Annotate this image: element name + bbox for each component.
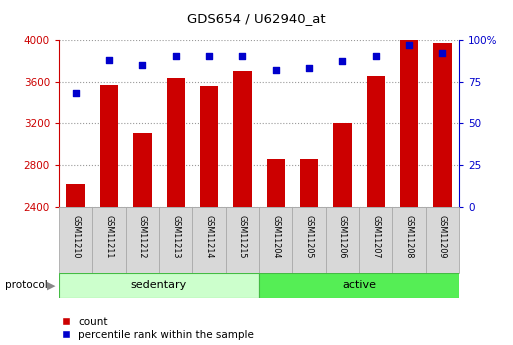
Bar bbox=[159, 207, 192, 273]
Text: GSM11208: GSM11208 bbox=[405, 215, 413, 258]
Text: GSM11210: GSM11210 bbox=[71, 215, 80, 258]
Point bbox=[238, 54, 246, 59]
Bar bbox=[59, 273, 259, 298]
Text: active: active bbox=[342, 280, 376, 290]
Point bbox=[71, 90, 80, 96]
Bar bbox=[259, 273, 459, 298]
Text: GDS654 / U62940_at: GDS654 / U62940_at bbox=[187, 12, 326, 25]
Bar bbox=[133, 133, 151, 207]
Bar bbox=[367, 76, 385, 207]
Point bbox=[138, 62, 146, 68]
Text: ▶: ▶ bbox=[47, 280, 56, 290]
Point bbox=[438, 50, 446, 56]
Bar bbox=[292, 207, 326, 273]
Bar bbox=[426, 207, 459, 273]
Bar bbox=[200, 86, 218, 207]
Bar bbox=[126, 207, 159, 273]
Bar bbox=[433, 43, 451, 207]
Bar bbox=[192, 207, 226, 273]
Point bbox=[105, 57, 113, 62]
Point bbox=[338, 59, 346, 64]
Bar bbox=[67, 184, 85, 207]
Bar bbox=[326, 207, 359, 273]
Point bbox=[171, 54, 180, 59]
Bar bbox=[92, 207, 126, 273]
Text: protocol: protocol bbox=[5, 280, 48, 290]
Text: GSM11205: GSM11205 bbox=[305, 215, 313, 258]
Point bbox=[405, 42, 413, 48]
Bar bbox=[259, 207, 292, 273]
Text: sedentary: sedentary bbox=[131, 280, 187, 290]
Point bbox=[205, 54, 213, 59]
Bar bbox=[333, 124, 351, 207]
Bar bbox=[392, 207, 426, 273]
Bar bbox=[267, 159, 285, 207]
Text: GSM11207: GSM11207 bbox=[371, 215, 380, 258]
Bar bbox=[167, 78, 185, 207]
Text: GSM11215: GSM11215 bbox=[238, 215, 247, 258]
Text: GSM11214: GSM11214 bbox=[205, 215, 213, 258]
Text: GSM11212: GSM11212 bbox=[138, 215, 147, 258]
Bar bbox=[400, 39, 418, 207]
Legend: count, percentile rank within the sample: count, percentile rank within the sample bbox=[62, 317, 254, 340]
Bar bbox=[59, 207, 92, 273]
Point bbox=[371, 54, 380, 59]
Bar bbox=[233, 71, 251, 207]
Text: GSM11213: GSM11213 bbox=[171, 215, 180, 258]
Text: GSM11211: GSM11211 bbox=[105, 215, 113, 258]
Bar bbox=[300, 159, 318, 207]
Text: GSM11204: GSM11204 bbox=[271, 215, 280, 258]
Text: GSM11209: GSM11209 bbox=[438, 215, 447, 258]
Bar bbox=[226, 207, 259, 273]
Point bbox=[305, 65, 313, 71]
Bar bbox=[100, 85, 118, 207]
Point bbox=[271, 67, 280, 72]
Bar bbox=[359, 207, 392, 273]
Text: GSM11206: GSM11206 bbox=[338, 215, 347, 258]
